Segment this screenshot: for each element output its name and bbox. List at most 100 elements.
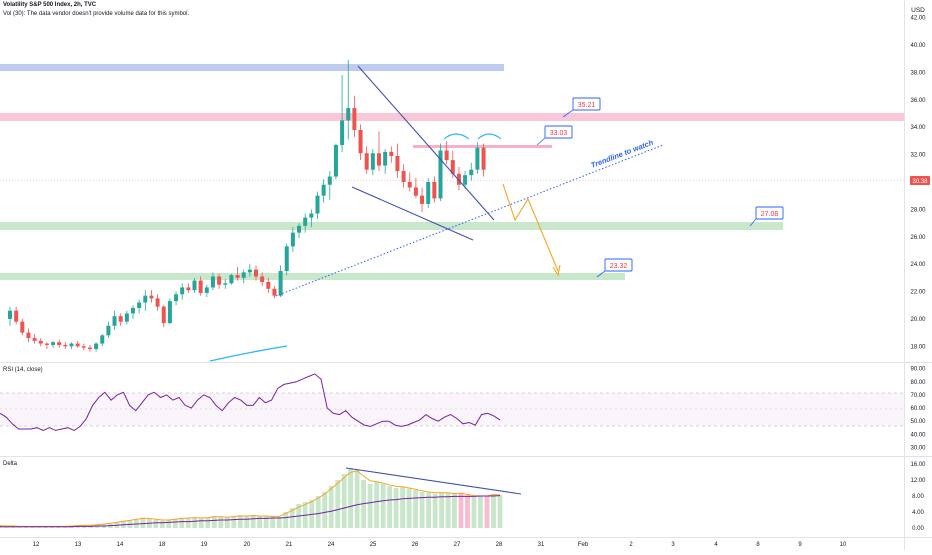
candle[interactable]	[20, 318, 25, 336]
candle[interactable]	[217, 273, 222, 289]
delta-bar[interactable]	[185, 518, 191, 528]
support-zone-upper[interactable]	[0, 222, 783, 230]
candle[interactable]	[290, 227, 295, 252]
candle[interactable]	[469, 162, 474, 181]
candle[interactable]	[112, 310, 117, 330]
candle[interactable]	[309, 209, 314, 228]
candle[interactable]	[315, 191, 320, 219]
candle[interactable]	[149, 290, 154, 303]
candle[interactable]	[303, 213, 308, 233]
candle[interactable]	[94, 342, 99, 352]
candle[interactable]	[223, 279, 228, 289]
candle[interactable]	[340, 75, 345, 152]
candle[interactable]	[401, 164, 406, 188]
delta-bar[interactable]	[36, 526, 42, 528]
delta-bar[interactable]	[263, 515, 269, 528]
delta-bar[interactable]	[458, 492, 464, 528]
delta-slow-line[interactable]	[0, 495, 501, 528]
delta-bar[interactable]	[484, 496, 490, 528]
top-resistance-zone[interactable]	[0, 64, 504, 71]
candle[interactable]	[266, 277, 271, 293]
candle[interactable]	[26, 328, 31, 343]
delta-bar[interactable]	[497, 494, 503, 528]
projection-path[interactable]	[502, 183, 559, 272]
delta-bar[interactable]	[341, 474, 347, 528]
delta-divergence-trendline[interactable]	[345, 467, 522, 495]
delta-bar[interactable]	[179, 517, 185, 528]
delta-bar[interactable]	[56, 526, 61, 528]
delta-bar[interactable]	[205, 517, 211, 528]
candle[interactable]	[51, 340, 56, 348]
time-axis[interactable]: 12 13 14 18 19 20 21 24 25 26 27 28 31 Feb 2 3 4 8 9 10	[33, 542, 847, 548]
delta-bar[interactable]	[465, 495, 470, 528]
delta-bar[interactable]	[23, 526, 29, 528]
candle[interactable]	[124, 310, 129, 325]
candle[interactable]	[333, 143, 338, 180]
delta-bar[interactable]	[140, 517, 146, 528]
candle[interactable]	[57, 339, 62, 348]
delta-bar[interactable]	[257, 516, 263, 528]
candle[interactable]	[358, 124, 363, 161]
delta-bar[interactable]	[478, 496, 483, 528]
delta-bar[interactable]	[17, 526, 22, 528]
candle[interactable]	[63, 342, 68, 350]
double-top-arc-right[interactable]	[477, 133, 502, 140]
candle[interactable]	[413, 177, 418, 199]
delta-bar[interactable]	[244, 516, 250, 528]
candle[interactable]	[241, 269, 246, 284]
delta-bar[interactable]	[315, 496, 321, 528]
candle[interactable]	[426, 177, 431, 209]
delta-bar[interactable]	[322, 492, 328, 528]
candle[interactable]	[235, 266, 240, 281]
delta-bar[interactable]	[43, 526, 48, 528]
dotted-trendline[interactable]	[275, 144, 664, 297]
candle[interactable]	[161, 305, 166, 328]
delta-bar[interactable]	[491, 494, 496, 528]
delta-bar[interactable]	[419, 492, 425, 528]
delta-bar[interactable]	[198, 518, 204, 528]
delta-bar[interactable]	[172, 518, 178, 528]
candle[interactable]	[475, 142, 480, 174]
delta-bar[interactable]	[348, 468, 353, 528]
candle[interactable]	[229, 273, 234, 285]
double-top-line[interactable]	[413, 145, 552, 148]
candle[interactable]	[155, 294, 160, 311]
delta-fast-line[interactable]	[0, 470, 500, 527]
delta-bar[interactable]	[413, 490, 418, 528]
candle[interactable]	[210, 272, 215, 291]
delta-bar[interactable]	[224, 517, 230, 528]
delta-bar[interactable]	[380, 484, 386, 528]
delta-bar[interactable]	[283, 512, 289, 528]
candle[interactable]	[32, 333, 37, 344]
candle[interactable]	[137, 299, 142, 314]
delta-bar[interactable]	[166, 520, 172, 528]
delta-bar[interactable]	[270, 516, 276, 528]
candle[interactable]	[186, 283, 191, 293]
delta-bar[interactable]	[276, 516, 282, 528]
candle[interactable]	[106, 321, 111, 339]
candle[interactable]	[131, 305, 135, 319]
delta-bar[interactable]	[328, 486, 334, 528]
wedge-lower-trendline[interactable]	[351, 186, 474, 241]
candle[interactable]	[118, 313, 123, 326]
callout-box-33-03[interactable]	[544, 125, 573, 139]
candle[interactable]	[174, 291, 179, 306]
rsi-axis[interactable]: 90.00 80.00 70.00 60.00 50.00 40.00 30.00	[910, 367, 926, 452]
delta-axis[interactable]: 16.00 12.00 8.00 4.00 0.00	[910, 462, 926, 532]
delta-bar[interactable]	[153, 520, 159, 528]
delta-bar[interactable]	[354, 470, 360, 528]
candle[interactable]	[81, 343, 86, 351]
delta-bar[interactable]	[400, 487, 405, 528]
candle[interactable]	[247, 264, 252, 277]
candle[interactable]	[364, 146, 369, 174]
candle[interactable]	[444, 140, 449, 165]
resistance-zone[interactable]	[0, 113, 904, 121]
candle[interactable]	[75, 340, 80, 348]
candle[interactable]	[278, 265, 283, 298]
candle[interactable]	[100, 333, 105, 347]
price-axis[interactable]: 42.0040.0038.0036.0034.0032.0030.0028.00…	[910, 16, 926, 351]
trendline-annotation[interactable]: Trendline to watch	[589, 138, 654, 170]
candle[interactable]	[254, 265, 258, 281]
wedge-upper-trendline[interactable]	[357, 65, 495, 221]
